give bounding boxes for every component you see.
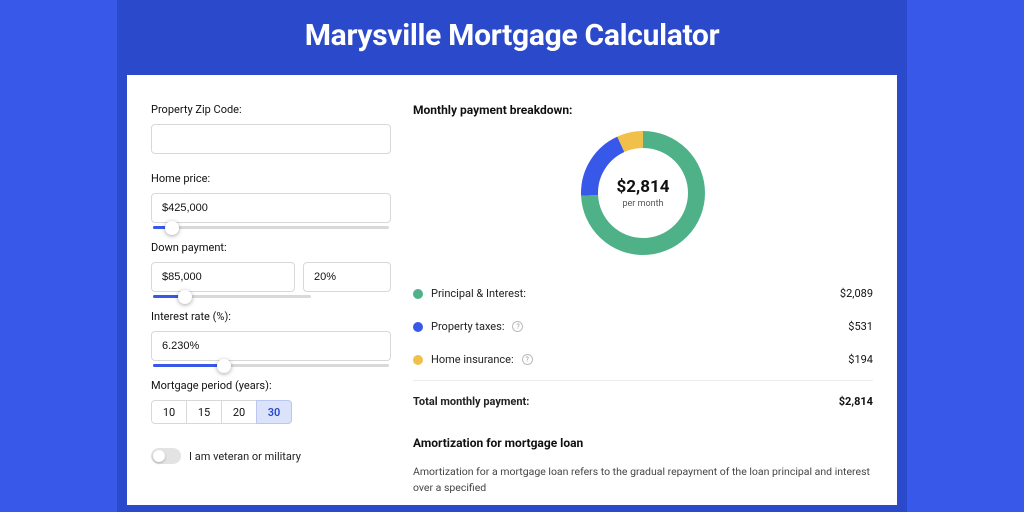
home-price-input[interactable] — [151, 193, 391, 223]
legend-value: $194 — [848, 353, 873, 366]
form-column: Property Zip Code: Home price: Down paym… — [151, 103, 391, 505]
veteran-toggle[interactable] — [151, 448, 181, 464]
legend-label: Principal & Interest: — [431, 287, 526, 300]
interest-rate-slider[interactable] — [153, 364, 389, 367]
legend-label: Home insurance: — [431, 353, 514, 366]
total-row: Total monthly payment: $2,814 — [413, 385, 873, 418]
down-payment-pct-input[interactable] — [303, 262, 391, 292]
help-icon[interactable]: ? — [512, 321, 523, 332]
home-price-field: Home price: — [151, 172, 391, 223]
legend-dot-icon — [413, 289, 423, 299]
toggle-knob — [153, 450, 165, 462]
down-payment-label: Down payment: — [151, 241, 391, 254]
mortgage-period-label: Mortgage period (years): — [151, 379, 391, 392]
period-button-10[interactable]: 10 — [151, 400, 187, 424]
zip-field: Property Zip Code: — [151, 103, 391, 154]
veteran-row: I am veteran or military — [151, 448, 391, 464]
legend-dot-icon — [413, 322, 423, 332]
donut-sub: per month — [622, 199, 663, 209]
home-price-slider[interactable] — [153, 226, 389, 229]
veteran-label: I am veteran or military — [189, 450, 301, 463]
home-price-label: Home price: — [151, 172, 391, 185]
page-title: Marysville Mortgage Calculator — [117, 18, 907, 53]
breakdown-heading: Monthly payment breakdown: — [413, 103, 873, 117]
breakdown-column: Monthly payment breakdown: $2,814 per mo… — [413, 103, 873, 505]
header-band: Marysville Mortgage Calculator Property … — [117, 0, 907, 512]
period-button-group: 10152030 — [151, 400, 391, 424]
period-button-30[interactable]: 30 — [256, 400, 292, 424]
legend-row-home_insurance: Home insurance:? $194 — [413, 343, 873, 376]
amortization-desc: Amortization for a mortgage loan refers … — [413, 464, 873, 496]
legend-value: $2,089 — [840, 287, 873, 300]
zip-input[interactable] — [151, 124, 391, 154]
zip-label: Property Zip Code: — [151, 103, 391, 116]
interest-rate-label: Interest rate (%): — [151, 310, 391, 323]
period-button-20[interactable]: 20 — [221, 400, 257, 424]
total-value: $2,814 — [839, 395, 873, 408]
donut-center: $2,814 per month — [581, 131, 705, 255]
mortgage-period-field: Mortgage period (years): 10152030 — [151, 379, 391, 424]
legend-label: Property taxes: — [431, 320, 504, 333]
legend-value: $531 — [848, 320, 873, 333]
divider — [413, 380, 873, 381]
down-payment-slider[interactable] — [153, 295, 311, 298]
down-payment-input[interactable] — [151, 262, 295, 292]
help-icon[interactable]: ? — [522, 354, 533, 365]
total-label: Total monthly payment: — [413, 395, 529, 408]
legend-row-principal_interest: Principal & Interest: $2,089 — [413, 277, 873, 310]
amortization-heading: Amortization for mortgage loan — [413, 436, 873, 450]
interest-rate-input[interactable] — [151, 331, 391, 361]
interest-rate-field: Interest rate (%): — [151, 310, 391, 361]
donut-chart: $2,814 per month — [581, 131, 705, 255]
donut-amount: $2,814 — [617, 177, 670, 197]
legend-dot-icon — [413, 355, 423, 365]
period-button-15[interactable]: 15 — [186, 400, 222, 424]
down-payment-field: Down payment: — [151, 241, 391, 292]
legend-row-property_taxes: Property taxes:? $531 — [413, 310, 873, 343]
legend-list: Principal & Interest: $2,089 Property taxe… — [413, 277, 873, 376]
calculator-card: Property Zip Code: Home price: Down paym… — [127, 75, 897, 505]
donut-chart-wrap: $2,814 per month — [413, 131, 873, 255]
amortization-section: Amortization for mortgage loan Amortizat… — [413, 436, 873, 496]
